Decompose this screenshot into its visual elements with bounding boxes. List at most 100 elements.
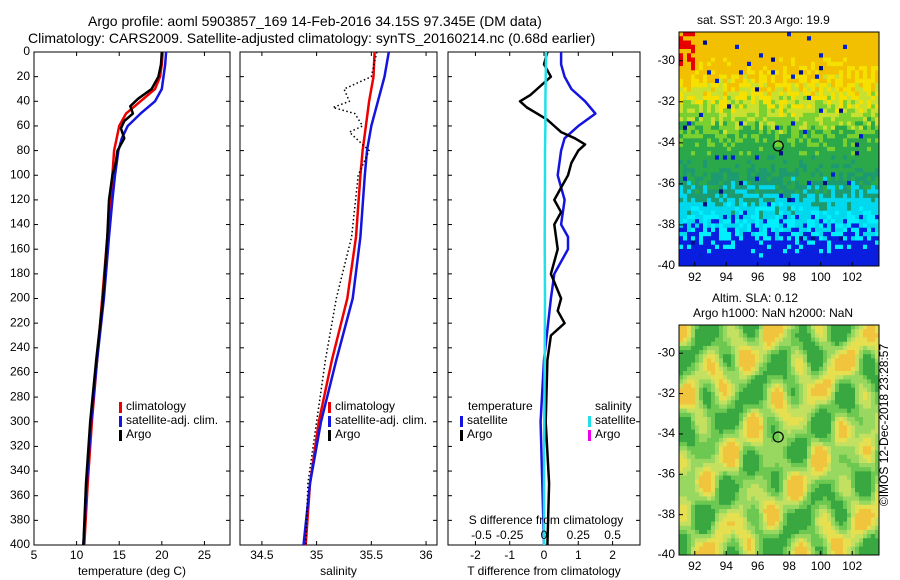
map-cell [727,371,732,376]
map-cell [783,151,788,156]
map-cell [691,108,696,114]
map-cell [759,261,764,267]
map-cell [851,442,856,447]
map-cell [795,244,800,250]
salinity-diff-tick-label: 0.25 [567,528,591,542]
map-cell [863,176,868,182]
map-cell [839,36,844,41]
map-cell [819,40,824,46]
map-cell [763,396,768,401]
map-cell [863,396,868,401]
map-cell [859,257,864,263]
map-cell [711,214,716,220]
map-cell [791,134,796,139]
map-cell [799,142,804,148]
map-cell [807,129,812,135]
map-cell [823,61,828,67]
map-cell [807,100,812,105]
depth-tick-label: 300 [10,414,30,428]
map-cell [683,375,688,380]
map-cell [827,227,832,233]
map-cell [783,66,788,71]
map-cell [815,337,820,343]
map-cell [687,112,692,118]
map-cell [755,214,760,220]
map-cell [811,429,816,435]
map-cell [755,193,760,199]
map-cell [731,193,736,199]
x-tick-label: 5 [31,548,38,562]
map-cell [799,78,804,84]
map-cell [835,240,840,246]
map-cell [775,408,780,414]
map-cell [707,345,712,351]
map-cell [707,151,712,156]
map-cell [751,240,756,246]
map-cell [791,53,796,58]
map-cell [743,337,748,343]
map-cell [683,95,688,101]
map-cell [795,375,800,380]
map-cell [687,450,692,456]
map-cell [867,475,872,481]
map-cell [727,471,732,476]
map-cell [875,463,880,468]
map-cell [731,32,736,37]
map-cell [683,253,688,258]
map-cell [867,337,872,343]
map-cell [863,210,868,216]
map-cell [787,129,792,135]
map-cell [763,223,768,229]
map-cell [843,91,848,97]
map-cell [755,244,760,250]
salinity-diff-axis-label: S difference from climatology [469,513,624,527]
map-cell [799,172,804,178]
map-cell [755,66,760,71]
map-cell [779,467,784,472]
map-cell [847,129,852,135]
map-cell [687,467,692,472]
map-cell [867,463,872,468]
map-lat-label: -38 [658,217,676,231]
map-cell [687,117,692,122]
map-cell [867,32,872,37]
map-cell [799,458,804,464]
map-cell [763,61,768,67]
map-cell [783,329,788,334]
map-cell [859,159,864,165]
map-cell [735,36,740,41]
map-cell [859,429,864,435]
map-cell [703,95,708,101]
map-cell [831,433,836,439]
map-cell [839,193,844,199]
map-cell [763,433,768,439]
map-cell [703,146,708,152]
map-cell [859,49,864,54]
map-cell [747,168,752,173]
map-cell [831,57,836,63]
map-cell [871,142,876,148]
map-cell [823,91,828,97]
map-cell [751,471,756,476]
map-cell [755,467,760,472]
map-cell [811,219,816,224]
map-cell [811,244,816,250]
map-cell [815,400,820,405]
map-cell [803,83,808,88]
map-cell [839,227,844,233]
map-cell [751,333,756,338]
map-cell [727,236,732,241]
map-cell [867,214,872,220]
map-cell [871,354,876,359]
map-cell [759,61,764,67]
map-cell [755,138,760,144]
map-cell [727,53,732,58]
map-cell [859,379,864,384]
map-cell [795,446,800,451]
map-cell [815,450,820,456]
map-cell [775,345,780,351]
map-cell [731,240,736,246]
legend-swatch [588,416,591,427]
map-cell [807,206,812,212]
map-cell [699,391,704,397]
